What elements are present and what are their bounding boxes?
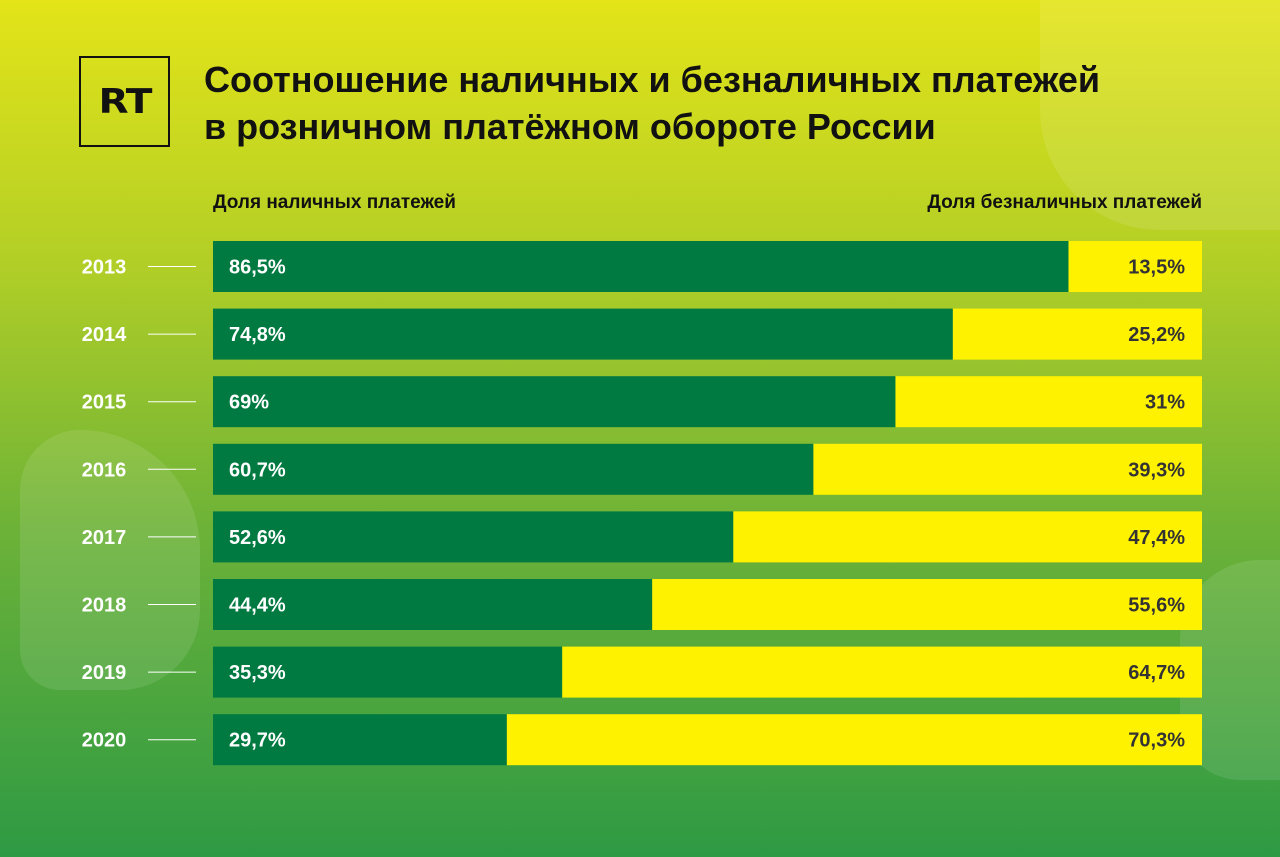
rt-logo-text: RT bbox=[98, 81, 152, 122]
legend-cashless-label: Доля безналичных платежей bbox=[927, 192, 1202, 213]
bar-cashless bbox=[895, 376, 1202, 428]
legend-cash-label: Доля наличных платежей bbox=[213, 192, 456, 213]
bar-cash bbox=[213, 511, 734, 563]
cashless-value-label: 13,5% bbox=[1128, 257, 1185, 279]
map-background-shape bbox=[1040, 0, 1280, 230]
year-label: 2019 bbox=[82, 662, 127, 684]
cash-value-label: 44,4% bbox=[229, 595, 286, 617]
cash-value-label: 35,3% bbox=[229, 662, 286, 684]
cash-value-label: 29,7% bbox=[229, 730, 286, 752]
chart-title: Соотношение наличных и безналичных плате… bbox=[204, 56, 1244, 150]
bar-cashless bbox=[813, 443, 1202, 495]
cashless-value-label: 70,3% bbox=[1128, 730, 1185, 752]
cash-value-label: 74,8% bbox=[229, 324, 286, 346]
cashless-value-label: 55,6% bbox=[1128, 595, 1185, 617]
bar-cash bbox=[213, 241, 1069, 292]
bar-cashless bbox=[652, 579, 1202, 630]
cash-value-label: 69% bbox=[229, 392, 269, 414]
bar-cashless bbox=[562, 646, 1202, 698]
year-label: 2014 bbox=[82, 324, 127, 346]
bar-cash bbox=[213, 646, 563, 698]
cashless-value-label: 64,7% bbox=[1128, 662, 1185, 684]
bar-cash bbox=[213, 714, 507, 766]
bar-cashless bbox=[733, 511, 1202, 563]
cash-value-label: 52,6% bbox=[229, 527, 286, 549]
year-label: 2015 bbox=[82, 392, 127, 414]
bar-cash bbox=[213, 579, 653, 630]
cashless-value-label: 39,3% bbox=[1128, 459, 1185, 481]
bar-cashless bbox=[1068, 241, 1202, 292]
cashless-value-label: 47,4% bbox=[1128, 527, 1185, 549]
bar-cashless bbox=[952, 308, 1202, 360]
title-line-2: в розничном платёжном обороте России bbox=[204, 106, 936, 147]
bar-cash bbox=[213, 308, 953, 360]
year-label: 2017 bbox=[82, 527, 127, 549]
year-label: 2016 bbox=[82, 459, 127, 481]
bar-cash bbox=[213, 376, 896, 428]
map-background-shape bbox=[20, 430, 200, 690]
year-label: 2020 bbox=[82, 730, 127, 752]
title-line-1: Соотношение наличных и безналичных плате… bbox=[204, 59, 1101, 100]
year-label: 2013 bbox=[82, 257, 127, 279]
year-label: 2018 bbox=[82, 595, 127, 617]
cashless-value-label: 31% bbox=[1145, 392, 1185, 414]
rt-logo: RT bbox=[79, 56, 170, 147]
bar-cashless bbox=[506, 714, 1202, 766]
cash-value-label: 60,7% bbox=[229, 459, 286, 481]
bar-cash bbox=[213, 443, 814, 495]
cash-value-label: 86,5% bbox=[229, 257, 286, 279]
cashless-value-label: 25,2% bbox=[1128, 324, 1185, 346]
